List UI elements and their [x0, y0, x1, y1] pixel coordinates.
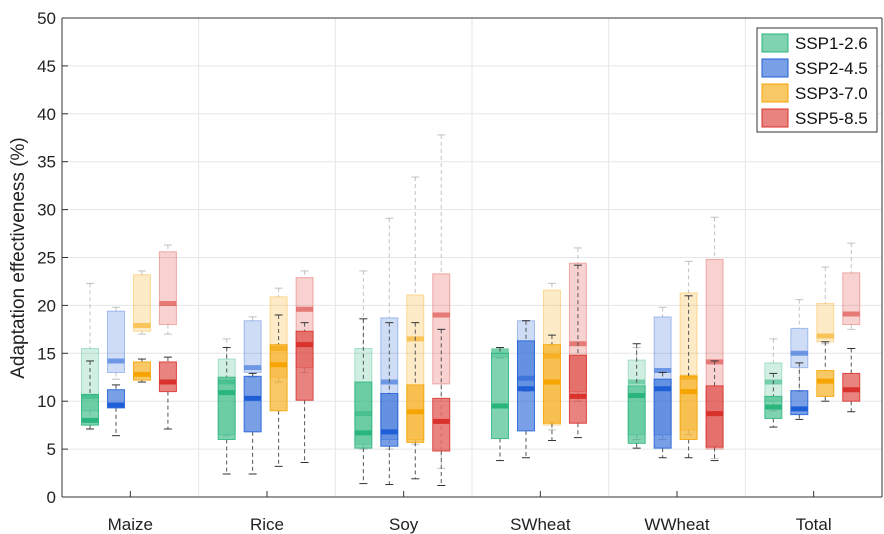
x-tick-label: Rice	[250, 515, 284, 534]
y-tick-label: 10	[37, 392, 56, 411]
wwheat-ssp585-box	[705, 385, 724, 448]
y-tick-label: 45	[37, 57, 56, 76]
y-tick-label: 40	[37, 105, 56, 124]
x-tick-label: Soy	[389, 515, 419, 534]
x-tick-label: WWheat	[644, 515, 709, 534]
legend-label: SSP5-8.5	[795, 109, 868, 128]
maize-ssp585-box	[158, 361, 177, 393]
legend: SSP1-2.6 SSP2-4.5 SSP3-7.0 SSP5-8.5	[756, 27, 878, 133]
maize-ssp126-box	[81, 393, 100, 426]
maize-ssp245-projection-box	[106, 310, 125, 373]
y-tick-label: 5	[47, 440, 56, 459]
wwheat-ssp126-box	[627, 385, 646, 444]
x-tick-label: Maize	[108, 515, 153, 534]
wwheat-ssp245-box	[653, 378, 672, 449]
legend-swatch	[761, 58, 789, 78]
total-ssp585-projection-box	[842, 272, 861, 326]
x-tick-label: Total	[796, 515, 832, 534]
swheat-ssp126-box	[491, 352, 510, 440]
soy-ssp585-box	[432, 397, 451, 452]
rice-ssp245-projection-box	[243, 320, 262, 373]
wwheat-ssp370-box	[679, 375, 698, 441]
rice-ssp585-box	[295, 330, 314, 401]
maize-ssp370-box	[132, 361, 151, 381]
y-tick-label: 25	[37, 249, 56, 268]
y-tick-label: 50	[37, 9, 56, 28]
box-plots	[81, 134, 861, 487]
total-ssp245-projection-box	[790, 327, 809, 369]
maize-ssp370-projection-box	[132, 274, 151, 332]
legend-label: SSP2-4.5	[795, 59, 868, 78]
legend-label: SSP3-7.0	[795, 84, 868, 103]
swheat-ssp245-box	[516, 340, 535, 432]
soy-ssp126-box	[354, 381, 373, 449]
y-axis-label: Adaptation effectiveness (%)	[8, 137, 29, 379]
legend-swatch	[761, 33, 789, 53]
y-tick-label: 30	[37, 201, 56, 220]
y-tick-label: 15	[37, 344, 56, 363]
swheat-ssp585-box	[568, 354, 587, 424]
maize-ssp585-projection-box	[158, 251, 177, 326]
y-tick-label: 0	[47, 488, 56, 507]
rice-ssp370-box	[269, 344, 288, 412]
y-tick-label: 35	[37, 153, 56, 172]
legend-swatch	[761, 83, 789, 103]
y-tick-label: 20	[37, 296, 56, 315]
legend-swatch	[761, 108, 789, 128]
axes: 0 5 10 15 20 25 30 35 40 45 50 Maize Rice Soy SWheat WW…	[37, 9, 883, 534]
soy-ssp245-box	[380, 393, 399, 447]
legend-label: SSP1-2.6	[795, 34, 868, 53]
x-tick-label: SWheat	[510, 515, 571, 534]
rice-ssp126-box	[217, 376, 236, 441]
rice-ssp245-box	[243, 375, 262, 433]
